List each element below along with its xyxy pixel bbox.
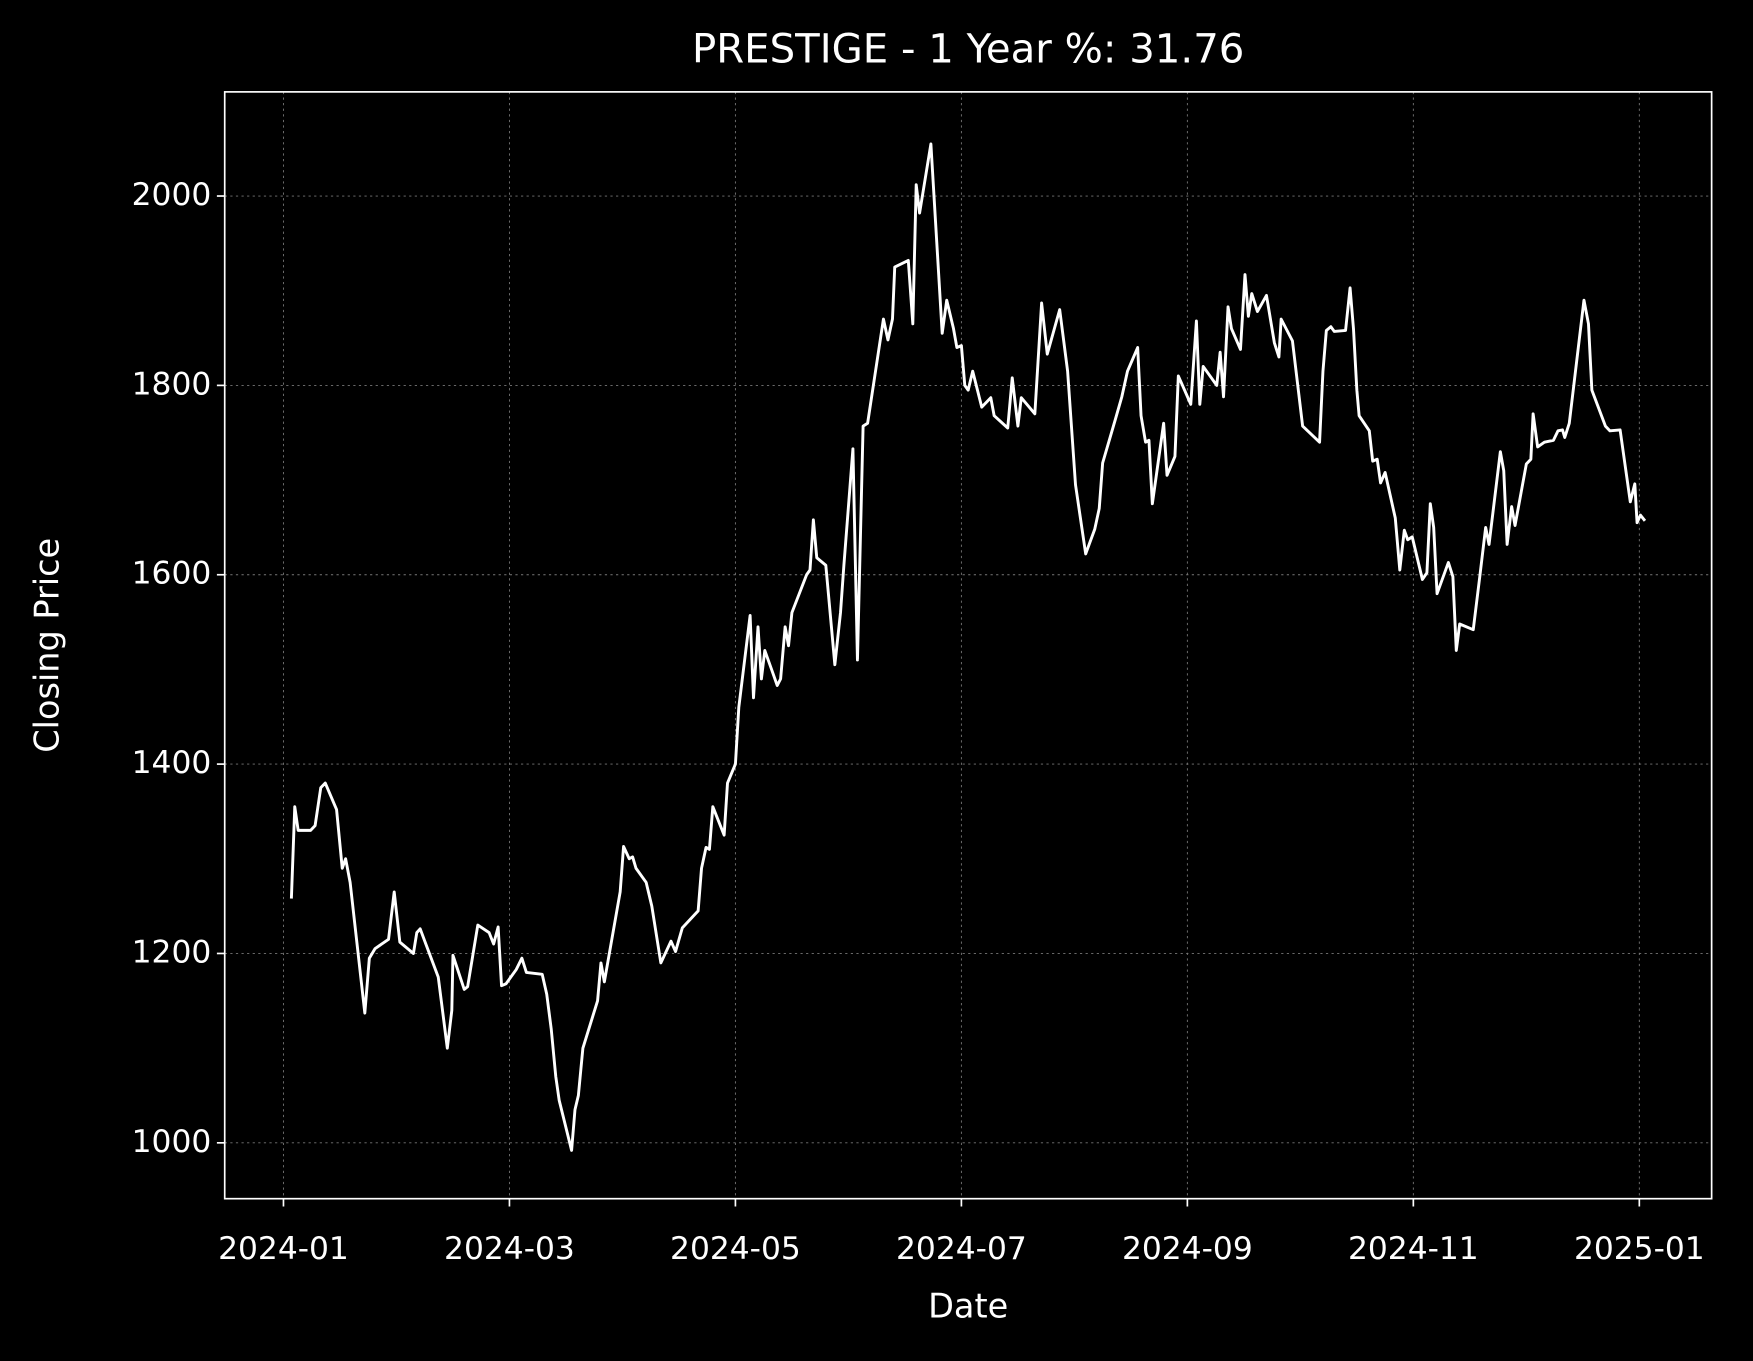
- y-axis-label: Closing Price: [28, 538, 67, 753]
- x-tick-label: 2025-01: [1574, 1231, 1705, 1267]
- x-tick-label: 2024-05: [670, 1231, 801, 1267]
- x-tick-label: 2024-03: [444, 1231, 575, 1267]
- x-tick-label: 2024-01: [218, 1231, 349, 1267]
- y-tick-label: 1200: [132, 934, 212, 970]
- y-tick-label: 1000: [132, 1124, 212, 1160]
- price-line: [289, 142, 1647, 1152]
- x-tick-label: 2024-09: [1122, 1231, 1253, 1267]
- x-tick-label: 2024-07: [896, 1231, 1027, 1267]
- y-tick-label: 1600: [132, 556, 212, 592]
- y-tick-label: 1800: [132, 366, 212, 402]
- x-axis-label: Date: [928, 1287, 1008, 1326]
- plot-frame: [223, 91, 1713, 1200]
- y-tick-label: 2000: [132, 177, 212, 213]
- y-tick-label: 1400: [132, 745, 212, 781]
- chart-title: PRESTIGE - 1 Year %: 31.76: [692, 27, 1244, 73]
- x-tick-label: 2024-11: [1348, 1231, 1479, 1267]
